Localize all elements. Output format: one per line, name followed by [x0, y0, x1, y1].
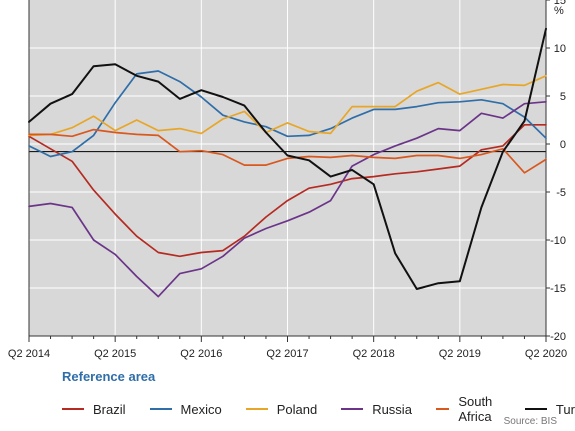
series-line-russia [28, 100, 547, 298]
y-axis-unit-label: % [554, 5, 564, 17]
x-tick-label: Q2 2015 [94, 348, 136, 360]
x-tick-label: Q2 2019 [439, 348, 481, 360]
x-tick-label: Q2 2014 [8, 348, 50, 360]
legend-item-brazil: Brazil [62, 394, 126, 424]
legend-item-poland: Poland [245, 394, 318, 424]
legend-label: South Africa [458, 394, 493, 424]
series-line-mexico [28, 70, 547, 158]
legend-item-turkey: Turkey [524, 394, 575, 424]
legend-swatch [435, 408, 450, 410]
legend-title: Reference area [62, 369, 156, 384]
series-line-poland [28, 74, 547, 137]
legend-item-south-africa: South Africa [435, 394, 501, 424]
grid [29, 0, 546, 336]
axes: -20 -15 -10 -5 0 5 10 15 Q2 2014 Q2 2015 Q2 2016 Q2… [8, 0, 567, 360]
legend-swatch [524, 408, 547, 410]
y-tick-label: 10 [554, 43, 566, 55]
y-tick-label: -15 [550, 283, 566, 295]
legend-label: Russia [372, 401, 412, 417]
series-line-south-africa [28, 128, 547, 174]
series-line-brazil [28, 123, 547, 258]
x-tick-label: Q2 2020 [525, 348, 567, 360]
series-line-turkey [28, 27, 547, 290]
legend-label: Turkey [555, 401, 575, 417]
legend-item-russia: Russia [341, 394, 412, 424]
legend-label: Brazil [93, 401, 126, 417]
x-tick-label: Q2 2016 [180, 348, 222, 360]
legend-item-mexico: Mexico [149, 394, 222, 424]
legend-label: Poland [276, 401, 318, 417]
legend-swatch [62, 408, 84, 410]
series-lines [28, 27, 547, 298]
y-tick-label: 15 [554, 0, 566, 7]
y-tick-label: 0 [560, 139, 566, 151]
y-tick-label: -10 [550, 235, 566, 247]
x-tick-label: Q2 2017 [266, 348, 308, 360]
y-tick-label: 5 [560, 91, 566, 103]
legend-swatch [245, 408, 268, 410]
x-tick-label: Q2 2018 [353, 348, 395, 360]
legend: Brazil Mexico Poland Russia South Africa Turk… [62, 394, 575, 424]
legend-label: Mexico [180, 401, 222, 417]
y-tick-label: -5 [556, 187, 566, 199]
y-tick-label: -20 [550, 331, 566, 343]
source-note: Source: BIS [503, 416, 557, 427]
legend-swatch [341, 408, 364, 410]
legend-swatch [149, 408, 172, 410]
line-chart: -20 -15 -10 -5 0 5 10 15 Q2 2014 Q2 2015 Q2 2016 Q2… [8, 0, 567, 360]
